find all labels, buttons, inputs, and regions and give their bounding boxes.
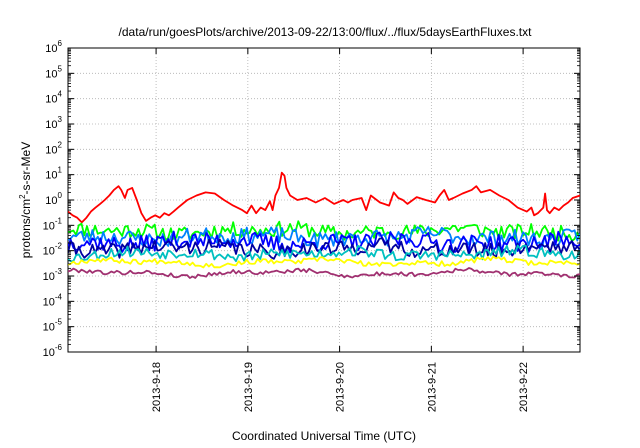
x-tick-label: 2013-9-18 xyxy=(151,362,163,412)
y-tick-label: 10-1 xyxy=(43,216,63,232)
x-tick-label: 2013-9-21 xyxy=(426,362,438,412)
series-line xyxy=(68,171,580,224)
x-tick-label: 2013-9-22 xyxy=(518,362,530,412)
y-tick-label: 101 xyxy=(45,166,62,182)
x-tick-label: 2013-9-19 xyxy=(243,362,255,412)
y-tick-label: 106 xyxy=(45,39,62,55)
series-line xyxy=(68,226,580,249)
series-line xyxy=(68,267,580,279)
series-line xyxy=(68,237,580,260)
y-tick-label: 10-6 xyxy=(43,343,63,359)
svg-text:protons/cm2-s-sr-MeV: protons/cm2-s-sr-MeV xyxy=(18,142,33,258)
y-tick-label: 103 xyxy=(45,115,62,131)
tick-group: 106 105 104 103 102 101 100 10-1 10-2 10-3 10-4 10-… xyxy=(43,39,580,412)
series-group xyxy=(68,171,580,279)
y-tick-label: 100 xyxy=(45,191,62,207)
y-axis-label: protons/cm2-s-sr-MeV xyxy=(18,142,33,258)
y-tick-label: 10-4 xyxy=(43,292,63,308)
x-tick-label: 2013-9-20 xyxy=(335,362,347,412)
y-tick-label: 102 xyxy=(45,140,62,156)
y-tick-label: 10-5 xyxy=(43,318,63,334)
y-tick-label: 104 xyxy=(45,90,62,106)
grid xyxy=(68,48,580,352)
series-line xyxy=(68,244,580,263)
y-tick-label: 105 xyxy=(45,64,62,80)
chart-title: /data/run/goesPlots/archive/2013-09-22/1… xyxy=(119,25,533,39)
y-tick-label: 10-3 xyxy=(43,267,63,283)
y-tick-label: 10-2 xyxy=(43,242,63,258)
series-line xyxy=(68,255,580,269)
series-line xyxy=(68,220,580,242)
x-axis-label: Coordinated Universal Time (UTC) xyxy=(232,429,416,443)
